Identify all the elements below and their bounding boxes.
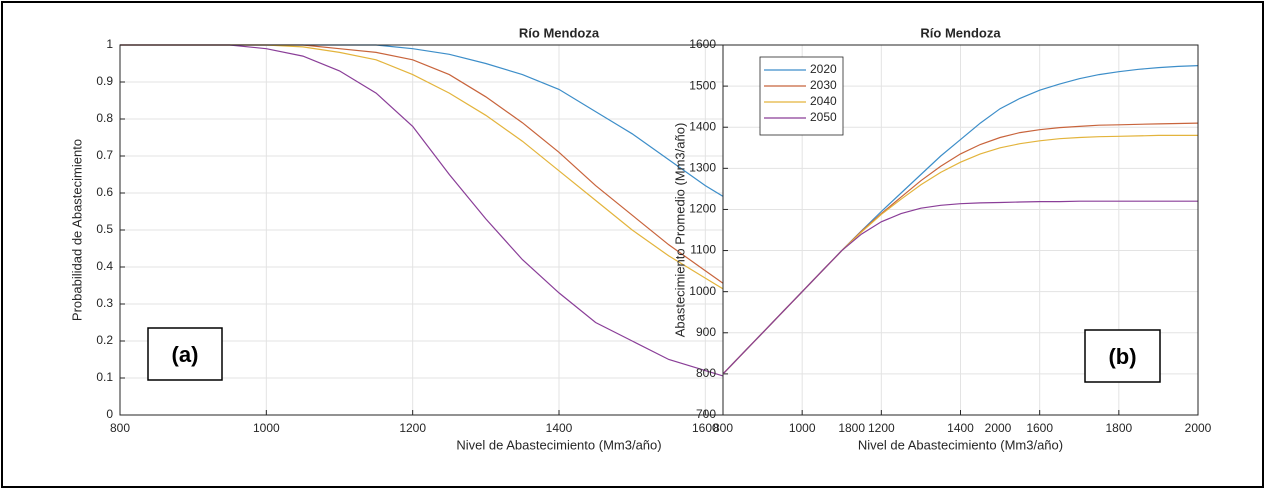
x-tick-label: 2000 [1185, 421, 1212, 435]
x-tick-label: 2000 [985, 421, 1012, 435]
y-tick-label: 900 [696, 325, 716, 339]
x-tick-label: 1800 [1105, 421, 1132, 435]
x-tick-label: 800 [110, 421, 130, 435]
y-tick-label: 0.9 [96, 74, 113, 88]
x-tick-label: 1800 [838, 421, 865, 435]
y-tick-label: 0.8 [96, 111, 113, 125]
legend-label: 2040 [810, 94, 837, 108]
y-tick-label: 1 [106, 37, 113, 51]
chart-title: Río Mendoza [920, 25, 1001, 40]
y-tick-label: 1500 [689, 78, 716, 92]
legend-label: 2030 [810, 78, 837, 92]
panel-label-box [1084, 329, 1161, 383]
x-axis-label: Nivel de Abastecimiento (Mm3/año) [858, 437, 1063, 452]
x-tick-label: 1200 [399, 421, 426, 435]
axes-box [722, 44, 1199, 416]
y-tick-label: 700 [696, 407, 716, 421]
y-tick-label: 1000 [689, 284, 716, 298]
y-tick-label: 1100 [690, 243, 716, 257]
x-tick-label: 1600 [1026, 421, 1053, 435]
y-tick-label: 0 [106, 407, 113, 421]
y-tick-label: 0.6 [96, 185, 113, 199]
y-axis-label: Probabilidad de Abastecimiento [69, 139, 84, 321]
y-axis-label: Abastecimiento Promedio (Mm3/año) [672, 123, 687, 338]
x-axis-label: Nivel de Abastecimiento (Mm3/año) [456, 437, 661, 452]
y-tick-label: 1200 [689, 202, 716, 216]
y-tick-label: 0.4 [96, 259, 113, 273]
y-tick-label: 0.3 [96, 296, 113, 310]
y-tick-label: 0.1 [96, 370, 113, 384]
panel-label-box [147, 327, 223, 381]
x-tick-label: 800 [713, 421, 733, 435]
y-tick-label: 0.2 [96, 333, 113, 347]
data-line [722, 200, 1198, 375]
chart-title: Río Mendoza [519, 25, 600, 40]
x-tick-label: 1000 [253, 421, 280, 435]
panel-label: (b) [1108, 344, 1136, 369]
y-tick-label: 1600 [689, 37, 716, 51]
legend-label: 2020 [810, 62, 837, 76]
x-tick-label: 1200 [868, 421, 895, 435]
x-tick-label: 1400 [546, 421, 573, 435]
x-tick-label: 1000 [789, 421, 816, 435]
y-tick-label: 0.7 [96, 148, 113, 162]
panel-label: (a) [172, 342, 199, 367]
x-tick-label: 1400 [947, 421, 974, 435]
x-tick-label: 1600 [692, 421, 719, 435]
y-tick-label: 0.5 [96, 222, 113, 236]
y-tick-label: 800 [696, 366, 716, 380]
y-tick-label: 1400 [689, 119, 716, 133]
legend-label: 2050 [810, 110, 837, 124]
y-tick-label: 1300 [689, 161, 716, 175]
